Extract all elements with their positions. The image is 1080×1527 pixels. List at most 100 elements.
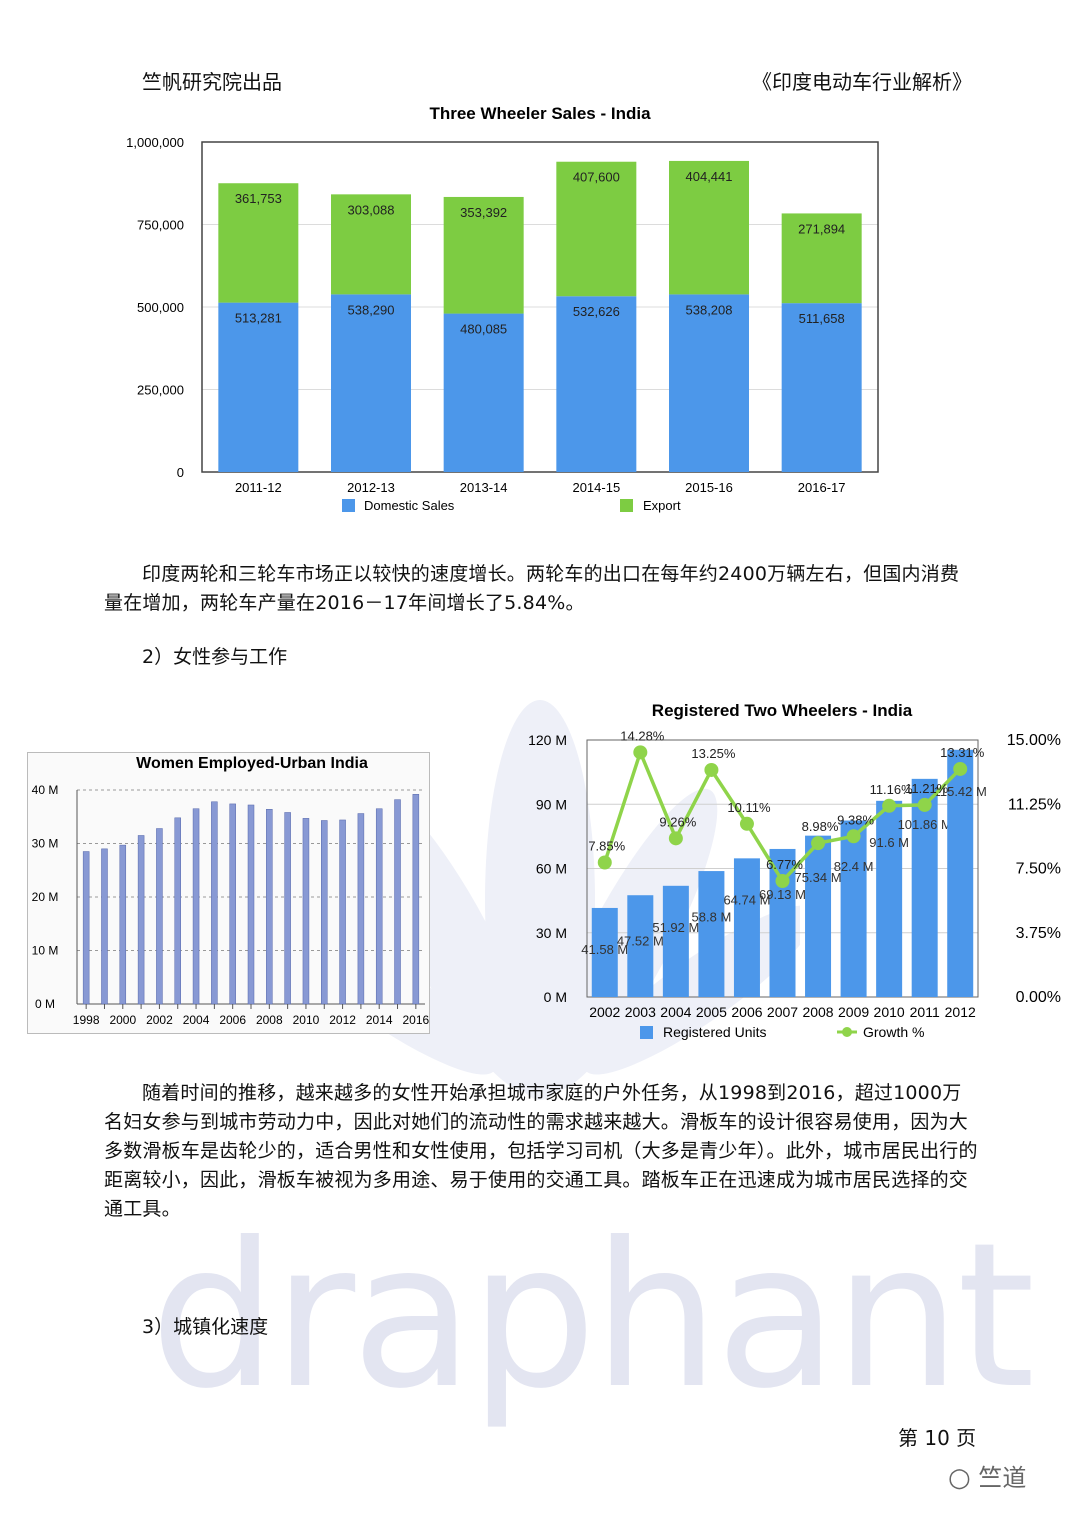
data-label: 538,290 [348, 302, 395, 317]
bar [591, 907, 618, 997]
bar-domestic [218, 302, 299, 472]
bar [284, 812, 291, 1005]
growth-label: 11.16% [870, 782, 914, 797]
growth-label: 9.38% [837, 812, 874, 827]
y-tick-label: 30 M [32, 837, 59, 851]
header-right: 《印度电动车行业解析》 [752, 70, 972, 94]
data-label: 271,894 [798, 221, 845, 236]
bar [156, 828, 163, 1005]
legend-domestic: Domestic Sales [364, 498, 455, 513]
y-tick-label: 120 M [528, 732, 567, 748]
y2-tick-label: 11.25% [1008, 796, 1061, 813]
bar-export [781, 213, 862, 304]
bar-export [443, 196, 524, 314]
y-tick-label: 750,000 [137, 218, 184, 233]
data-label: 404,441 [686, 169, 733, 184]
bar-value-label: 75.34 M [795, 870, 842, 885]
bar-value-label: 69.13 M [759, 887, 806, 902]
x-tick-label: 2015-16 [685, 480, 733, 495]
growth-point [953, 761, 968, 776]
legend-swatch-domestic [342, 499, 355, 512]
bar [412, 794, 420, 1005]
bar [119, 844, 127, 1005]
growth-point [917, 797, 932, 812]
bar-export [331, 194, 411, 295]
section-2-heading: 2）女性参与工作 [142, 646, 288, 668]
y-tick-label: 0 M [35, 997, 55, 1011]
y-tick-label: 10 M [32, 944, 59, 958]
bar [840, 820, 867, 997]
x-tick-label: 2010 [293, 1013, 320, 1027]
x-tick-label: 2016 [402, 1013, 429, 1027]
paragraph-2: 随着时间的推移，越来越多的女性开始承担城市家庭的户外任务，从1998到2016，… [104, 1082, 978, 1220]
growth-label: 8.98% [802, 819, 839, 834]
bar-value-label: 91.6 M [869, 835, 909, 850]
bar [211, 801, 218, 1005]
x-tick-label: 2004 [183, 1013, 210, 1027]
y2-tick-label: 15.00% [1007, 732, 1061, 749]
bar-value-label: 47.52 M [617, 933, 664, 948]
data-label: 480,085 [460, 322, 507, 337]
bar-value-label: 115.42 M [934, 784, 987, 799]
bar [321, 820, 328, 1005]
growth-point [846, 829, 861, 844]
growth-label: 14.28% [620, 728, 665, 743]
bar-domestic [781, 303, 862, 472]
y-tick-label: 250,000 [137, 383, 184, 398]
bar [805, 835, 832, 997]
bar [947, 749, 974, 997]
bar [192, 808, 200, 1005]
bar-domestic [669, 294, 749, 472]
data-label: 513,281 [235, 311, 282, 326]
bar [302, 818, 310, 1005]
data-label: 511,658 [799, 311, 845, 326]
section-3-heading: 3）城镇化速度 [142, 1316, 269, 1338]
growth-label: 6.77% [766, 857, 803, 872]
bar [375, 808, 383, 1005]
x-tick-label: 2000 [109, 1013, 136, 1027]
bar [394, 799, 401, 1005]
data-label: 361,753 [235, 191, 282, 206]
growth-label: 11.21% [905, 781, 949, 796]
bar-domestic [556, 296, 637, 472]
x-tick-label: 2013-14 [460, 480, 508, 495]
growth-point [811, 836, 826, 851]
bar [229, 803, 236, 1005]
x-tick-label: 2006 [219, 1013, 246, 1027]
growth-point [597, 855, 612, 870]
bar [101, 848, 108, 1005]
x-tick-label: 2014 [366, 1013, 393, 1027]
x-tick-label: 2008 [256, 1013, 283, 1027]
bar [698, 871, 725, 997]
data-label: 407,600 [573, 170, 620, 185]
bar [266, 809, 273, 1005]
bar-value-label: 41.58 M [581, 942, 628, 957]
bar [357, 813, 365, 1005]
x-tick-label: 2002 [589, 1004, 620, 1020]
bar [247, 804, 255, 1005]
x-tick-label: 2003 [625, 1004, 656, 1020]
bar [627, 895, 654, 997]
legend-units: Registered Units [663, 1024, 767, 1040]
bar-export [556, 161, 637, 297]
y-tick-label: 60 M [536, 861, 567, 877]
x-tick-label: 2011-12 [235, 480, 282, 495]
three-wheeler-chart: Three Wheeler Sales - India 0 250,000 500,0… [126, 104, 879, 513]
y-tick-label: 90 M [536, 796, 567, 812]
paragraph-1: 印度两轮和三轮车市场正以较快的速度增长。两轮车的出口在每年约2400万辆左右，但… [104, 563, 960, 614]
bar [662, 885, 689, 997]
bar-value-label: 64.74 M [723, 893, 770, 908]
data-label: 538,208 [686, 302, 733, 317]
growth-label: 9.26% [659, 814, 696, 829]
growth-point [739, 816, 754, 831]
bar [82, 851, 90, 1005]
bar-domestic [331, 294, 411, 472]
legend-swatch-growth-dot [842, 1027, 852, 1037]
y-tick-label: 500,000 [137, 300, 184, 315]
bar-export [218, 183, 299, 303]
bar-value-label: 58.8 M [692, 909, 732, 924]
y-tick-label: 1,000,000 [126, 135, 184, 150]
y2-tick-label: 3.75% [1016, 925, 1061, 942]
plot-frame [201, 141, 879, 473]
chart-title: Women Employed-Urban India [136, 755, 368, 772]
